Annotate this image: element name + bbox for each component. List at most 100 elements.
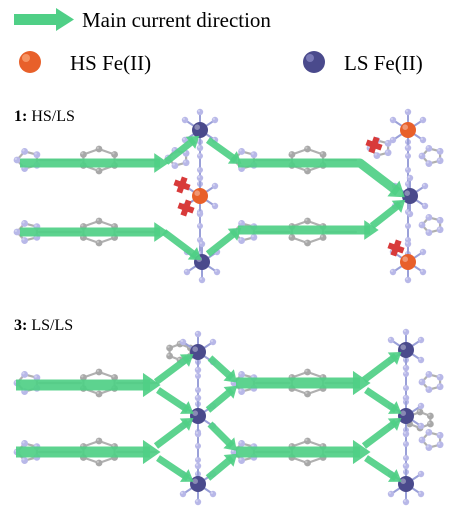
ring-atom-highlight — [184, 160, 186, 162]
donor-atom-highlight — [421, 138, 423, 140]
triazole-ring — [419, 145, 444, 167]
ring-atom-highlight — [178, 358, 180, 360]
ring-atom — [437, 383, 444, 390]
ring-atom-highlight — [427, 215, 429, 217]
donor-atom-highlight — [213, 118, 215, 120]
current-arrow-shaft — [364, 356, 396, 380]
current-arrow-shaft — [366, 458, 396, 478]
ring-atom — [33, 151, 40, 158]
ring-atom-highlight — [97, 392, 99, 394]
donor-atom-highlight — [183, 138, 185, 140]
donor-atom — [195, 499, 201, 505]
ring-atom — [304, 460, 311, 467]
donor-atom — [214, 269, 220, 275]
donor-atom-highlight — [196, 432, 198, 434]
ring-atom — [437, 432, 444, 439]
chain-atom-highlight — [406, 154, 408, 156]
current-arrow-shaft — [364, 422, 396, 446]
panel-1-label: HS/LS — [31, 108, 75, 125]
hs-fe-center — [390, 109, 426, 151]
ls-fe-atom-highlight — [404, 190, 410, 196]
donor-atom-highlight — [200, 242, 202, 244]
ring-atom-highlight — [305, 169, 307, 171]
current-arrow — [158, 458, 194, 482]
ring-atom — [437, 148, 444, 155]
ring-atom-highlight — [305, 147, 307, 149]
chain-atom-highlight — [196, 388, 198, 390]
donor-atom — [212, 203, 218, 209]
ring-atom-highlight — [305, 219, 307, 221]
ring-atom-highlight — [305, 370, 307, 372]
donor-atom-highlight — [198, 212, 200, 214]
ring-atom-highlight — [167, 354, 169, 356]
donor-atom — [418, 471, 424, 477]
donor-atom-highlight — [419, 338, 421, 340]
ls-fe-center — [180, 331, 216, 373]
donor-atom — [405, 241, 411, 247]
donor-atom — [388, 337, 394, 343]
ring-atom — [183, 159, 190, 166]
ring-atom — [320, 234, 327, 241]
ring-atom-highlight — [97, 439, 99, 441]
ring-atom-highlight — [438, 218, 440, 220]
current-arrow-shaft — [238, 163, 398, 192]
ring-atom-highlight — [22, 372, 24, 374]
donor-atom-highlight — [181, 492, 183, 494]
ring-atom — [21, 148, 28, 155]
current-arrow — [208, 386, 237, 410]
ring-atom-highlight — [239, 149, 241, 151]
ring-atom-highlight — [321, 444, 323, 446]
ring-atom-highlight — [178, 342, 180, 344]
ring-atom — [385, 149, 392, 156]
hs-fe-atom-highlight — [194, 190, 200, 196]
legend: Main current direction HS Fe(II) LS Fe(I… — [14, 8, 423, 75]
ring-atom — [437, 226, 444, 233]
ring-atom — [437, 441, 444, 448]
ring-atom-highlight — [22, 238, 24, 240]
ring-atom-highlight — [427, 445, 429, 447]
current-arrow-shaft — [158, 390, 188, 410]
donor-atom — [197, 145, 203, 151]
donor-atom — [405, 277, 411, 283]
ring-atom — [289, 234, 296, 241]
ring-atom — [427, 413, 434, 420]
hs-fe-atom — [400, 254, 416, 270]
ring-atom-highlight — [418, 410, 420, 412]
donor-atom — [420, 269, 426, 275]
ring-atom — [304, 146, 311, 153]
chain-atom-highlight — [406, 224, 408, 226]
donor-atom-highlight — [183, 118, 185, 120]
donor-atom-highlight — [196, 500, 198, 502]
donor-atom-highlight — [196, 396, 198, 398]
ring-atom-highlight — [22, 458, 24, 460]
donor-atom — [407, 211, 413, 217]
ring-atom — [374, 152, 381, 159]
chain-atom-highlight — [404, 386, 406, 388]
panel-3-title: 3: LS/LS — [14, 317, 73, 334]
ring-atom — [238, 148, 245, 155]
ring-atom-highlight — [321, 375, 323, 377]
ring-atom-highlight — [290, 375, 292, 377]
ring-atom — [172, 162, 179, 169]
current-arrow-shaft — [208, 390, 232, 410]
donor-atom-highlight — [419, 424, 421, 426]
current-arrow-shaft — [158, 458, 188, 478]
ring-atom — [96, 391, 103, 398]
chain-atom-highlight — [406, 168, 408, 170]
donor-atom-highlight — [196, 464, 198, 466]
donor-atom-highlight — [200, 278, 202, 280]
ring-atom — [238, 388, 245, 395]
donor-atom — [390, 117, 396, 123]
current-arrow — [208, 140, 241, 164]
current-arrow-shaft — [164, 232, 196, 256]
donor-atom-highlight — [404, 330, 406, 332]
ring-atom-highlight — [22, 149, 24, 151]
ring-atom-highlight — [305, 461, 307, 463]
donor-atom-highlight — [389, 338, 391, 340]
ring-atom-highlight — [15, 158, 17, 160]
chain-atom — [403, 441, 409, 447]
hs-fe-atom-highlight — [402, 256, 408, 262]
ring-atom-highlight — [81, 152, 83, 154]
donor-atom-highlight — [391, 138, 393, 140]
donor-atom-highlight — [419, 472, 421, 474]
